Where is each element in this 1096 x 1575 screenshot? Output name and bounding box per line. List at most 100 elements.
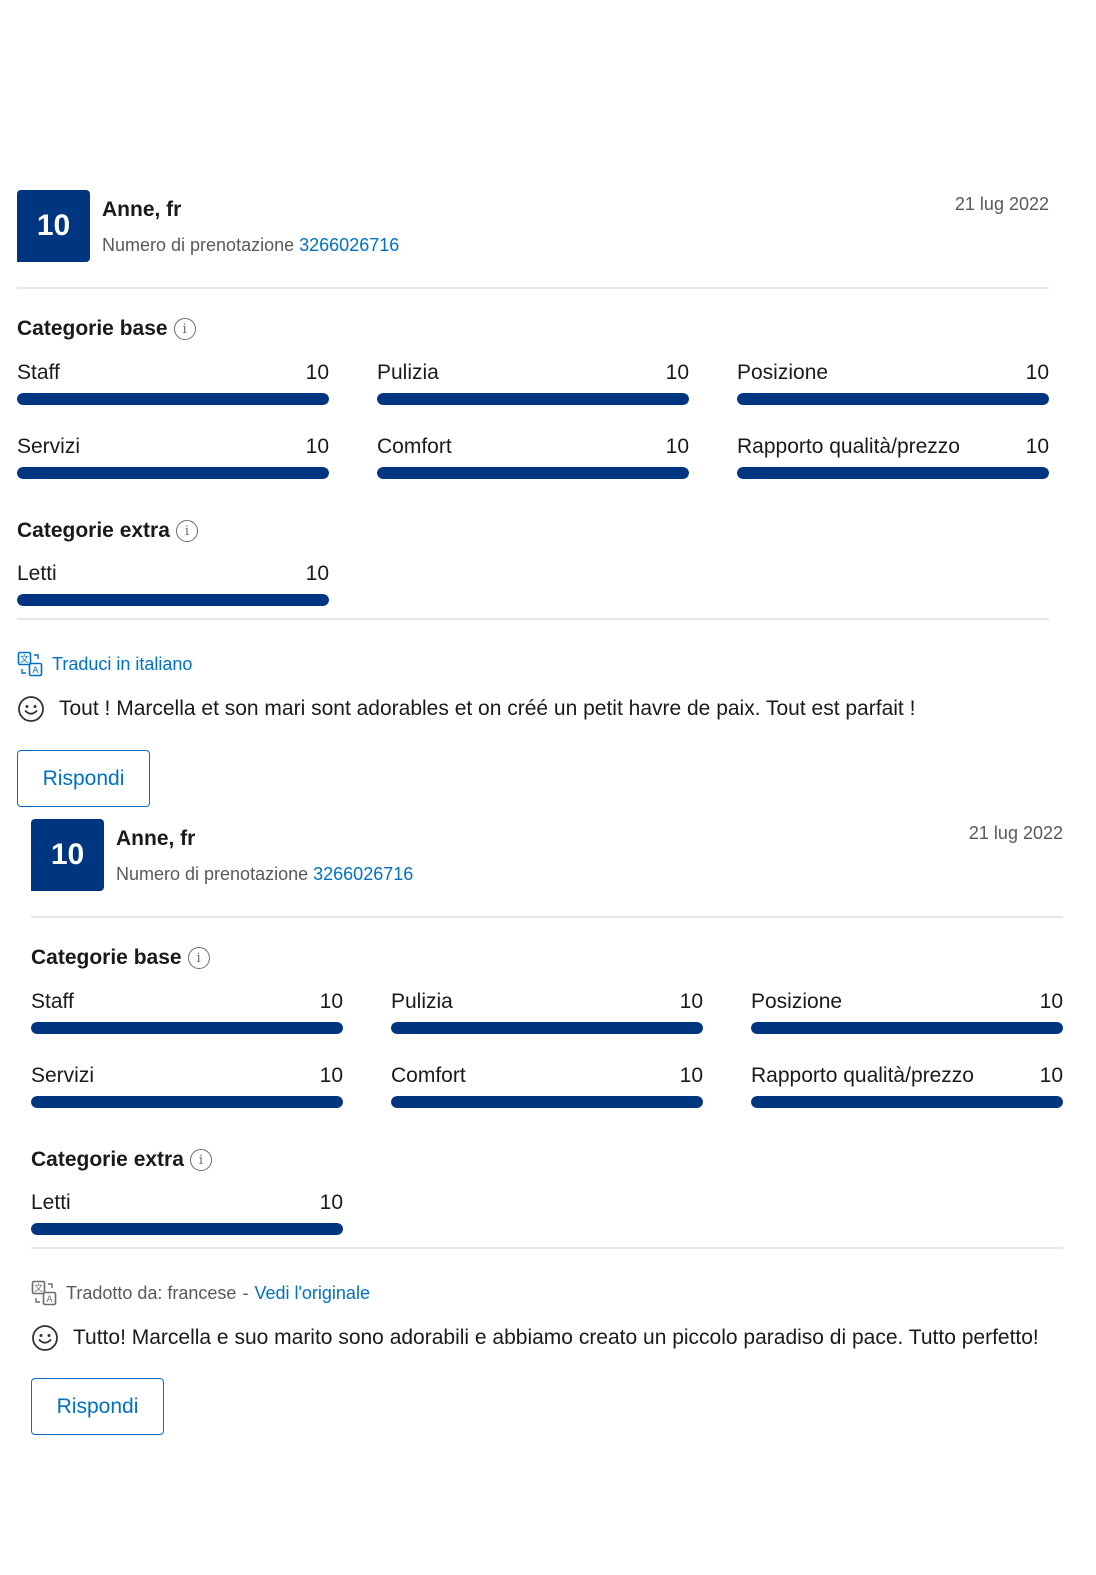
category-score: 10	[1039, 990, 1063, 1013]
category-rapporto-qualita-prezzo: Rapporto qualità/prezzo 10	[751, 1064, 1063, 1110]
score-bar-fill	[751, 1022, 1063, 1034]
reviewer-name: Anne, fr	[102, 198, 182, 221]
translate-icon: 文 A	[17, 651, 43, 677]
category-posizione: Posizione 10	[737, 361, 1049, 407]
category-staff: Staff 10	[31, 990, 343, 1036]
review-comment: Tout ! Marcella et son mari sont adorabl…	[59, 697, 916, 720]
score-bar-fill	[31, 1223, 343, 1235]
category-score: 10	[1025, 361, 1049, 384]
category-score: 10	[319, 1191, 343, 1214]
score-bar	[31, 1096, 343, 1108]
divider	[17, 287, 1049, 289]
category-servizi: Servizi 10	[17, 435, 329, 481]
section-title-text: Categorie extra	[17, 519, 170, 542]
extra-categories-title: Categorie extra i	[17, 519, 198, 543]
translate-icon: 文 A	[31, 1280, 57, 1306]
category-letti: Letti 10	[31, 1191, 343, 1237]
svg-text:A: A	[46, 1295, 53, 1305]
comment-row: Tout ! Marcella et son mari sont adorabl…	[17, 695, 915, 723]
separator: -	[242, 1282, 249, 1303]
smile-icon	[32, 1325, 58, 1351]
section-title-text: Categorie base	[31, 946, 182, 969]
score-bar	[17, 467, 329, 479]
category-label: Servizi	[17, 435, 81, 458]
review-date: 21 lug 2022	[968, 823, 1063, 843]
score-bar-fill	[377, 467, 689, 479]
translated-from-text: Tradotto da: francese	[66, 1282, 237, 1303]
see-original-link[interactable]: Vedi l'originale	[254, 1282, 370, 1303]
category-label: Comfort	[391, 1064, 466, 1087]
review-card: 10 Anne, fr Numero di prenotazione 32660…	[17, 190, 1049, 807]
booking-label: Numero di prenotazione	[102, 235, 295, 255]
category-score: 10	[665, 361, 689, 384]
info-icon[interactable]: i	[175, 520, 198, 542]
score-bar-fill	[377, 393, 689, 405]
category-label: Letti	[31, 1191, 71, 1214]
base-categories-title: Categorie base i	[31, 946, 210, 970]
info-icon[interactable]: i	[187, 947, 210, 969]
score-bar-fill	[17, 467, 329, 479]
info-icon[interactable]: i	[173, 318, 196, 340]
category-score: 10	[679, 1064, 703, 1087]
category-letti: Letti 10	[17, 562, 329, 608]
score-bar-fill	[31, 1096, 343, 1108]
category-posizione: Posizione 10	[751, 990, 1063, 1036]
category-score: 10	[319, 990, 343, 1013]
category-label: Staff	[17, 361, 60, 384]
category-label: Comfort	[377, 435, 452, 458]
score-bar	[391, 1096, 703, 1108]
category-servizi: Servizi 10	[31, 1064, 343, 1110]
category-label: Posizione	[737, 361, 829, 384]
category-pulizia: Pulizia 10	[377, 361, 689, 407]
booking-number-link[interactable]: 3266026716	[299, 235, 400, 255]
category-rapporto-qualita-prezzo: Rapporto qualità/prezzo 10	[737, 435, 1049, 481]
category-score: 10	[679, 990, 703, 1013]
reply-button[interactable]: Rispondi	[31, 1378, 164, 1435]
score-bar-fill	[17, 594, 329, 606]
review-header: 10 Anne, fr Numero di prenotazione 32660…	[17, 190, 1049, 262]
translate-row: 文 A Traduci in italiano	[17, 651, 192, 677]
category-label: Rapporto qualità/prezzo	[751, 1064, 974, 1087]
score-bar	[17, 594, 329, 606]
review-date: 21 lug 2022	[954, 194, 1049, 214]
category-label: Pulizia	[391, 990, 453, 1013]
score-bar-fill	[737, 467, 1049, 479]
category-score: 10	[305, 361, 329, 384]
extra-categories-title: Categorie extra i	[31, 1148, 212, 1172]
base-categories-title: Categorie base i	[17, 317, 196, 341]
category-label: Rapporto qualità/prezzo	[737, 435, 960, 458]
score-bar	[391, 1022, 703, 1034]
smile-icon	[18, 696, 44, 722]
score-bar-fill	[751, 1096, 1063, 1108]
score-bar-fill	[391, 1096, 703, 1108]
category-comfort: Comfort 10	[391, 1064, 703, 1110]
score-bar	[737, 393, 1049, 405]
booking-number-link[interactable]: 3266026716	[313, 864, 414, 884]
category-label: Posizione	[751, 990, 843, 1013]
category-label: Staff	[31, 990, 74, 1013]
review-header: 10 Anne, fr Numero di prenotazione 32660…	[31, 819, 1063, 891]
category-pulizia: Pulizia 10	[391, 990, 703, 1036]
info-icon[interactable]: i	[189, 1149, 212, 1171]
divider	[17, 618, 1049, 620]
category-score: 10	[305, 562, 329, 585]
category-label: Letti	[17, 562, 57, 585]
score-badge: 10	[17, 190, 90, 262]
score-bar	[751, 1096, 1063, 1108]
review-card: 10 Anne, fr Numero di prenotazione 32660…	[31, 819, 1063, 1435]
translate-link[interactable]: Traduci in italiano	[52, 653, 193, 674]
translation-info-row: 文 A Tradotto da: francese - Vedi l'origi…	[31, 1280, 370, 1306]
divider	[31, 916, 1063, 918]
booking-label: Numero di prenotazione	[116, 864, 309, 884]
category-label: Pulizia	[377, 361, 439, 384]
svg-text:A: A	[32, 666, 39, 676]
reply-button[interactable]: Rispondi	[17, 750, 150, 807]
score-bar-fill	[17, 393, 329, 405]
score-bar-fill	[391, 1022, 703, 1034]
review-comment: Tutto! Marcella e suo marito sono adorab…	[73, 1326, 1039, 1349]
category-score: 10	[1025, 435, 1049, 458]
category-label: Servizi	[31, 1064, 95, 1087]
category-score: 10	[665, 435, 689, 458]
score-bar	[17, 393, 329, 405]
score-bar	[31, 1223, 343, 1235]
